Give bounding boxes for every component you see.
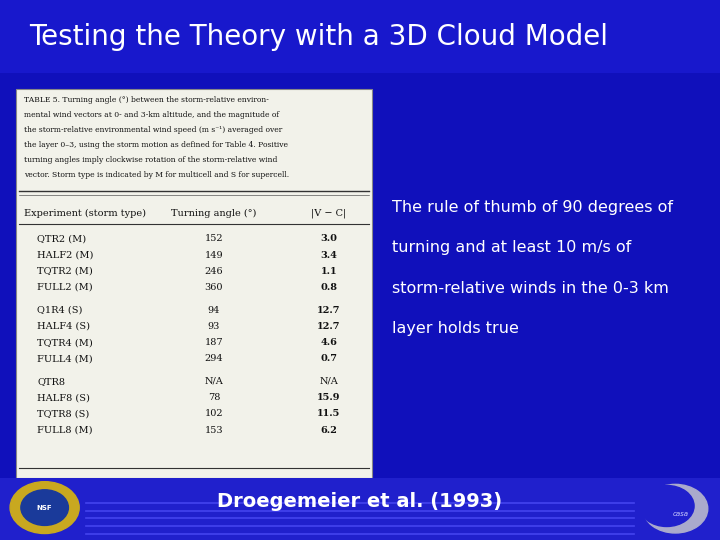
Text: HALF2 (M): HALF2 (M) [37, 251, 94, 260]
Text: TQTR2 (M): TQTR2 (M) [37, 267, 93, 276]
Text: the storm-relative environmental wind speed (m s⁻¹) averaged over: the storm-relative environmental wind sp… [24, 126, 283, 134]
Circle shape [21, 490, 68, 525]
Text: 4.6: 4.6 [320, 338, 338, 347]
Text: mental wind vectors at 0- and 3-km altitude, and the magnitude of: mental wind vectors at 0- and 3-km altit… [24, 111, 279, 119]
Text: 12.7: 12.7 [318, 306, 341, 315]
Text: Testing the Theory with a 3D Cloud Model: Testing the Theory with a 3D Cloud Model [29, 23, 608, 51]
Text: storm-relative winds in the 0-3 km: storm-relative winds in the 0-3 km [392, 281, 670, 296]
Text: 102: 102 [204, 409, 223, 418]
Text: casa: casa [673, 511, 689, 517]
Circle shape [643, 484, 708, 533]
Text: vector. Storm type is indicated by M for multicell and S for supercell.: vector. Storm type is indicated by M for… [24, 171, 289, 179]
Text: 187: 187 [204, 338, 223, 347]
Text: layer holds true: layer holds true [392, 321, 519, 336]
Text: TQTR4 (M): TQTR4 (M) [37, 338, 93, 347]
Text: 360: 360 [204, 283, 223, 292]
Text: |V − C|: |V − C| [312, 208, 346, 218]
Text: TABLE 5. Turning angle (°) between the storm-relative environ-: TABLE 5. Turning angle (°) between the s… [24, 96, 269, 104]
Text: 1.1: 1.1 [320, 267, 338, 276]
Text: Turning angle (°): Turning angle (°) [171, 208, 256, 218]
Text: 0.8: 0.8 [320, 283, 338, 292]
Text: 152: 152 [204, 234, 223, 244]
Text: HALF8 (S): HALF8 (S) [37, 393, 90, 402]
Text: HALF4 (S): HALF4 (S) [37, 322, 91, 331]
Text: turning angles imply clockwise rotation of the storm-relative wind: turning angles imply clockwise rotation … [24, 156, 278, 164]
Text: 3.0: 3.0 [320, 234, 338, 244]
Text: 6.2: 6.2 [320, 426, 338, 435]
Text: 11.5: 11.5 [318, 409, 341, 418]
Text: the layer 0–3, using the storm motion as defined for Table 4. Positive: the layer 0–3, using the storm motion as… [24, 141, 289, 149]
Bar [0, 0, 720, 73]
Text: Q1R4 (S): Q1R4 (S) [37, 306, 83, 315]
Text: 0.7: 0.7 [320, 354, 338, 363]
Text: 94: 94 [207, 306, 220, 315]
Text: QTR8: QTR8 [37, 377, 66, 386]
Text: FULL4 (M): FULL4 (M) [37, 354, 93, 363]
Text: NSF: NSF [37, 504, 53, 511]
Bar [16, 89, 372, 478]
Text: 12.7: 12.7 [318, 322, 341, 331]
Text: QTR2 (M): QTR2 (M) [37, 234, 86, 244]
Text: 149: 149 [204, 251, 223, 260]
Text: FULL8 (M): FULL8 (M) [37, 426, 93, 435]
Text: Experiment (storm type): Experiment (storm type) [24, 208, 146, 218]
Circle shape [639, 485, 694, 526]
Text: TQTR8 (S): TQTR8 (S) [37, 409, 90, 418]
Text: Droegemeier et al. (1993): Droegemeier et al. (1993) [217, 491, 503, 511]
Text: N/A: N/A [204, 377, 223, 386]
Text: 153: 153 [204, 426, 223, 435]
Bar [0, 478, 720, 540]
Text: 93: 93 [207, 322, 220, 331]
Text: 246: 246 [204, 267, 223, 276]
Text: 78: 78 [207, 393, 220, 402]
Text: 15.9: 15.9 [318, 393, 341, 402]
Text: N/A: N/A [320, 377, 338, 386]
Circle shape [10, 482, 79, 534]
Text: FULL2 (M): FULL2 (M) [37, 283, 93, 292]
Text: 294: 294 [204, 354, 223, 363]
Text: The rule of thumb of 90 degrees of: The rule of thumb of 90 degrees of [392, 200, 673, 215]
Text: 3.4: 3.4 [320, 251, 338, 260]
Text: turning and at least 10 m/s of: turning and at least 10 m/s of [392, 240, 631, 255]
